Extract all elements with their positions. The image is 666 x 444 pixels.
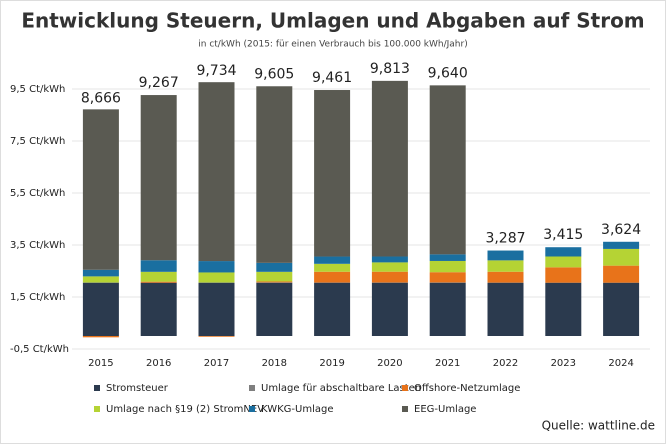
legend-label: KWKG-Umlage — [261, 404, 333, 415]
bar-segment — [198, 272, 235, 283]
bar-segment — [371, 271, 408, 283]
bar-segment — [198, 82, 235, 262]
bar-segment — [429, 85, 466, 255]
legend-label: Stromsteuer — [106, 383, 169, 394]
x-tick-label: 2024 — [608, 358, 633, 369]
bar-segment — [82, 336, 119, 338]
bar-segment — [603, 241, 640, 249]
x-tick-label: 2020 — [377, 358, 402, 369]
total-label: 9,267 — [139, 75, 179, 91]
bar-segment — [545, 267, 582, 283]
total-label: 9,640 — [428, 65, 468, 81]
bar-segment — [545, 256, 582, 268]
bar-segment — [545, 247, 582, 257]
x-tick-label: 2022 — [493, 358, 518, 369]
bar-segment — [256, 271, 293, 282]
legend-swatch — [402, 406, 408, 412]
bar-segment — [371, 262, 408, 272]
bar-segment — [82, 269, 119, 277]
legend-label: Umlage nach §19 (2) StromNEV — [106, 404, 264, 415]
bar-segment — [82, 109, 119, 270]
total-label: 3,415 — [543, 227, 583, 243]
y-tick-label: 7,5 Ct/kWh — [10, 136, 65, 147]
bar-segment — [314, 256, 351, 264]
x-tick-label: 2018 — [262, 358, 287, 369]
legend-swatch — [249, 406, 255, 412]
bar-segment — [371, 256, 408, 263]
total-label: 9,734 — [196, 63, 236, 79]
bar-segment — [603, 282, 640, 336]
legend-swatch — [249, 385, 255, 391]
bar-segment — [256, 282, 293, 336]
bar-segment — [429, 254, 466, 261]
x-tick-label: 2016 — [146, 358, 171, 369]
total-label: 9,461 — [312, 70, 352, 86]
total-label: 8,666 — [81, 91, 121, 107]
bar-segment — [82, 276, 119, 283]
bar-segment — [140, 260, 177, 272]
bar-segment — [429, 282, 466, 336]
bar-segment — [256, 86, 293, 263]
bar-segment — [198, 336, 235, 337]
bar-segment — [371, 80, 408, 257]
bar-segment — [198, 261, 235, 273]
bar-segment — [256, 262, 293, 272]
x-tick-label: 2021 — [435, 358, 460, 369]
bar-segment — [82, 282, 119, 336]
bar-segment — [603, 248, 640, 266]
total-label: 9,813 — [370, 61, 410, 77]
bar-segment — [545, 282, 582, 336]
bar-segment — [314, 282, 351, 336]
legend-swatch — [94, 385, 100, 391]
bar-segment — [314, 271, 351, 283]
y-tick-label: 1,5 Ct/kWh — [10, 292, 65, 303]
bar-segment — [487, 250, 524, 261]
bar-segment — [487, 282, 524, 336]
y-tick-label: -0,5 Ct/kWh — [10, 344, 69, 355]
y-tick-label: 5,5 Ct/kWh — [10, 188, 65, 199]
x-tick-label: 2019 — [319, 358, 344, 369]
total-label: 9,605 — [254, 66, 294, 82]
bar-segment — [371, 282, 408, 336]
x-tick-label: 2017 — [204, 358, 229, 369]
bar-segment — [256, 281, 293, 283]
x-tick-label: 2015 — [88, 358, 113, 369]
legend-swatch — [402, 385, 408, 391]
bar-segment — [314, 90, 351, 257]
chart-title: Entwicklung Steuern, Umlagen und Abgaben… — [21, 9, 644, 33]
bar-segment — [429, 260, 466, 273]
bar-segment — [603, 265, 640, 283]
bar-segment — [140, 281, 177, 283]
bar-segment — [487, 260, 524, 272]
total-label: 3,624 — [601, 222, 641, 238]
source: Quelle: wattline.de — [542, 419, 655, 433]
y-tick-label: 9,5 Ct/kWh — [10, 84, 65, 95]
bar-segment — [140, 282, 177, 336]
bar-segment — [487, 271, 524, 283]
total-label: 3,287 — [485, 231, 525, 247]
chart-subtitle: in ct/kWh (2015: für einen Verbrauch bis… — [198, 40, 467, 50]
legend-label: EEG-Umlage — [414, 404, 476, 415]
y-tick-label: 3,5 Ct/kWh — [10, 240, 65, 251]
legend-swatch — [94, 406, 100, 412]
x-tick-label: 2023 — [551, 358, 576, 369]
bar-segment — [140, 95, 177, 261]
bar-segment — [140, 271, 177, 282]
legend-label: Umlage für abschaltbare Lasten — [261, 383, 421, 394]
bar-segment — [429, 272, 466, 283]
bar-segment — [314, 263, 351, 272]
legend-label: Offshore-Netzumlage — [414, 383, 520, 394]
bar-segment — [198, 282, 235, 336]
